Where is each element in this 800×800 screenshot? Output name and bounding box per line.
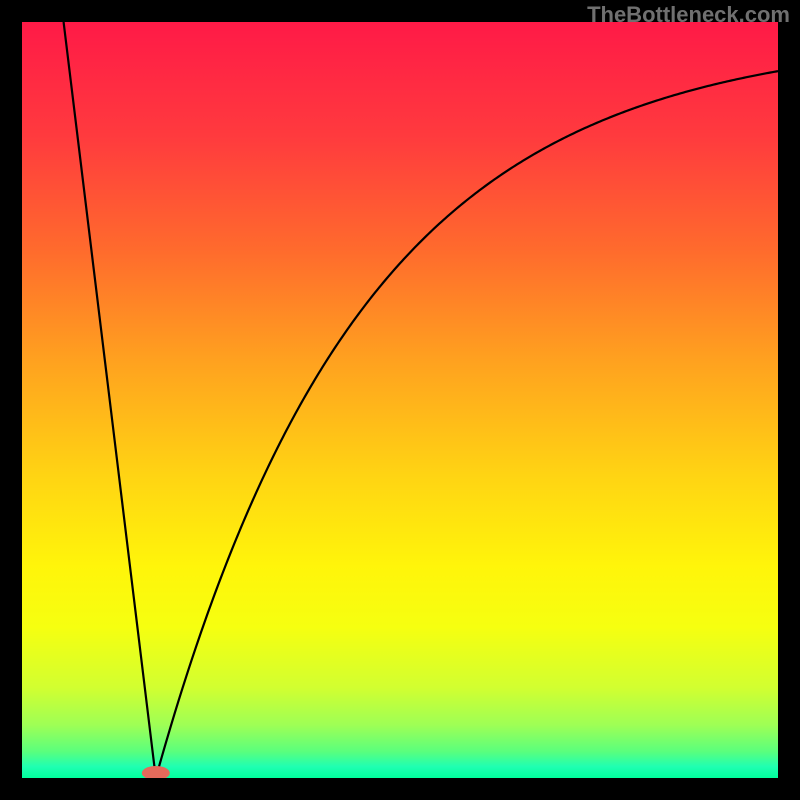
gradient-background xyxy=(22,22,778,778)
watermark-text: TheBottleneck.com xyxy=(587,2,790,28)
plot-area xyxy=(22,22,778,778)
chart-root: TheBottleneck.com xyxy=(0,0,800,800)
chart-svg xyxy=(22,22,778,778)
